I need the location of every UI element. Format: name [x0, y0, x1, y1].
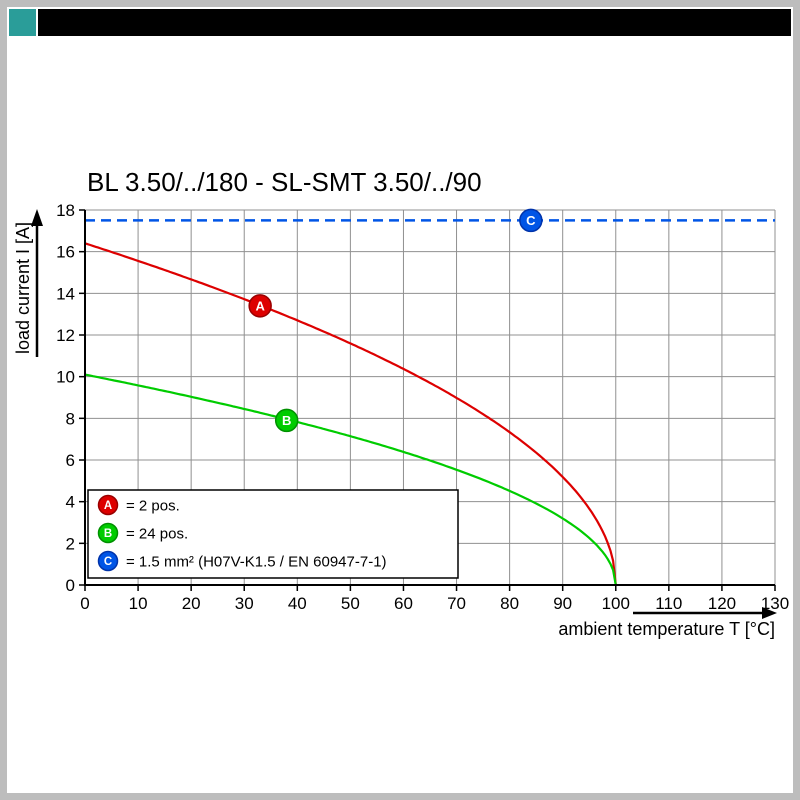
derating-chart: 0 10 20 30 40 50 60 70 80 90 100 110 120 130 0 2 4 6 8 10 12…	[31, 201, 789, 619]
marker-A	[248, 294, 272, 318]
svg-text:80: 80	[500, 594, 519, 613]
legend-marker-B	[97, 522, 119, 544]
legend-marker-C	[97, 550, 119, 572]
markers: A B C	[248, 208, 543, 433]
svg-text:18: 18	[56, 201, 75, 220]
svg-text:B: B	[104, 528, 112, 540]
svg-text:4: 4	[66, 493, 75, 512]
svg-text:C: C	[526, 213, 536, 228]
svg-text:10: 10	[129, 594, 148, 613]
svg-text:6: 6	[66, 451, 75, 470]
series-B-curve	[84, 373, 617, 586]
page-title: BL 3.50/../180 - SL-SMT 3.50/../90	[87, 167, 482, 197]
legend-label-A: = 2 pos.	[126, 498, 180, 515]
svg-text:90: 90	[553, 594, 572, 613]
series	[84, 219, 775, 586]
svg-text:A: A	[255, 298, 265, 313]
legend: A = 2 pos. B = 24 pos. C = 1.5 mm² (H07V-K1.5…	[87, 489, 459, 579]
svg-text:12: 12	[56, 326, 75, 345]
svg-text:60: 60	[394, 594, 413, 613]
marker-B	[274, 408, 299, 433]
legend-marker-A	[97, 494, 119, 516]
axis-arrows	[31, 209, 777, 619]
series-A-curve	[84, 242, 617, 586]
svg-text:40: 40	[288, 594, 307, 613]
svg-text:20: 20	[182, 594, 201, 613]
marker-C	[519, 208, 543, 233]
svg-text:14: 14	[56, 284, 75, 303]
svg-text:C: C	[104, 556, 112, 568]
svg-text:A: A	[104, 500, 112, 512]
svg-text:120: 120	[708, 594, 736, 613]
legend-label-C: = 1.5 mm² (H07V-K1.5 / EN 60947-7-1)	[126, 554, 387, 571]
svg-text:110: 110	[655, 594, 682, 613]
axes	[84, 210, 775, 586]
legend-label-B: = 24 pos.	[126, 526, 188, 543]
svg-text:8: 8	[66, 409, 75, 428]
x-axis-label: ambient temperature T [°C]	[558, 619, 775, 639]
svg-text:50: 50	[341, 594, 360, 613]
svg-text:0: 0	[66, 576, 75, 595]
svg-text:30: 30	[235, 594, 254, 613]
svg-text:0: 0	[80, 594, 89, 613]
svg-text:100: 100	[602, 594, 630, 613]
svg-text:10: 10	[56, 368, 75, 387]
svg-text:2: 2	[66, 534, 75, 553]
tick-labels: 0 10 20 30 40 50 60 70 80 90 100 110 120 130 0 2 4 6 8 10 12…	[56, 201, 789, 613]
header-bar-fill	[38, 9, 791, 36]
svg-text:130: 130	[761, 594, 789, 613]
y-axis-label: load current I [A]	[13, 221, 33, 355]
svg-text:70: 70	[447, 594, 466, 613]
svg-text:B: B	[282, 413, 291, 428]
svg-text:16: 16	[56, 243, 75, 262]
header-bar	[9, 9, 791, 36]
brand-square	[9, 9, 36, 36]
